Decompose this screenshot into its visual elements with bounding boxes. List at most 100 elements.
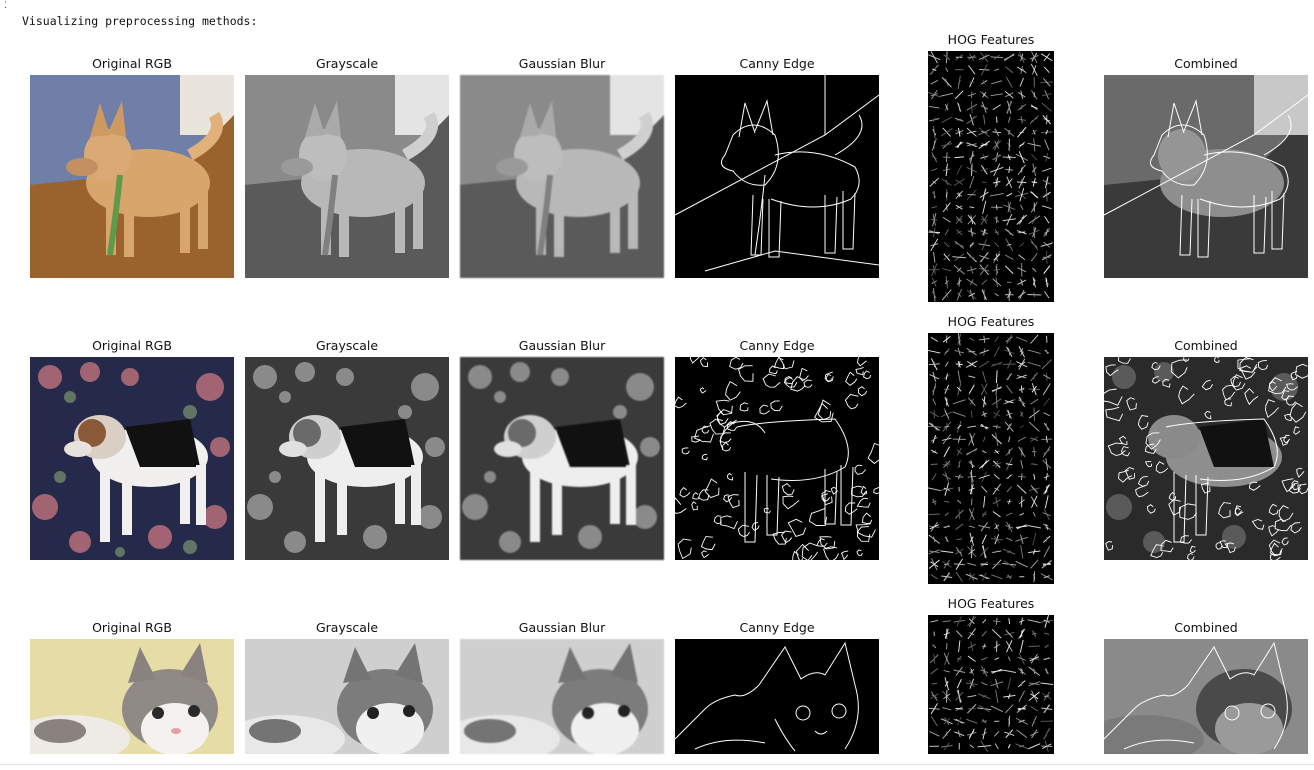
- hog-gradient-stroke: [1043, 53, 1051, 62]
- edge-contour: [1178, 385, 1195, 405]
- hog-gradient-stroke: [968, 573, 976, 580]
- edge-contour: [701, 550, 710, 559]
- hog-gradient-stroke: [928, 425, 941, 428]
- hog-gradient-stroke: [992, 550, 1002, 554]
- hog-gradient-stroke: [992, 104, 1001, 111]
- hog-gradient-stroke: [941, 143, 953, 147]
- hog-gradient-stroke: [1042, 93, 1052, 97]
- edge-contour: [1268, 525, 1280, 537]
- hog-gradient-stroke: [953, 178, 965, 186]
- hog-gradient-stroke: [1007, 337, 1012, 342]
- hog-gradient-stroke: [1017, 66, 1027, 73]
- hog-gradient-stroke: [1028, 421, 1040, 432]
- hog-gradient-stroke: [945, 55, 948, 60]
- hog-gradient-stroke: [930, 436, 938, 442]
- hog-gradient-stroke: [991, 574, 1003, 580]
- hog-gradient-stroke: [1006, 373, 1013, 381]
- hog-gradient-stroke: [983, 495, 986, 508]
- edge-contour: [857, 357, 867, 367]
- hog-gradient-stroke: [1045, 458, 1049, 471]
- hog-gradient-stroke: [991, 629, 1002, 639]
- edge-contour: [762, 373, 781, 388]
- hog-gradient-stroke: [970, 215, 974, 225]
- hog-gradient-stroke: [967, 694, 977, 698]
- hog-gradient-stroke: [1006, 486, 1012, 493]
- hog-gradient-stroke: [945, 373, 948, 381]
- hog-gradient-stroke: [932, 645, 937, 648]
- edge-contour: [729, 357, 744, 370]
- hog-gradient-stroke: [1006, 192, 1013, 197]
- hog-gradient-stroke: [944, 677, 950, 691]
- hog-gradient-stroke: [942, 707, 952, 711]
- hog-gradient-stroke: [957, 460, 961, 469]
- hog-gradient-stroke: [956, 657, 962, 660]
- panel-title: Grayscale: [315, 338, 379, 353]
- hog-gradient-stroke: [1031, 129, 1038, 135]
- combined-image: [1104, 639, 1308, 754]
- hog-gradient-stroke: [994, 140, 1000, 149]
- hog-gradient-stroke: [1019, 639, 1024, 653]
- hog-gradient-stroke: [968, 65, 976, 75]
- hog-gradient-stroke: [957, 424, 962, 429]
- hog-gradient-stroke: [1007, 677, 1012, 691]
- hog-gradient-stroke: [1019, 77, 1024, 87]
- edge-contour: [769, 365, 778, 375]
- hog-gradient-stroke: [1020, 278, 1024, 286]
- edge-contour: [1105, 364, 1119, 377]
- edge-contour: [719, 432, 732, 443]
- panel-title: Grayscale: [315, 620, 379, 635]
- hog-gradient-stroke: [1008, 348, 1011, 356]
- gaussian-blur-image: [460, 357, 664, 560]
- gaussian-blur-panel: Gaussian Blur: [460, 621, 664, 754]
- hog-gradient-stroke: [941, 437, 952, 441]
- edge-contour: [795, 543, 813, 560]
- hog-gradient-stroke: [1007, 410, 1011, 419]
- hog-gradient-stroke: [968, 508, 975, 521]
- hog-cell-grid: [928, 51, 1054, 302]
- hog-gradient-stroke: [1042, 115, 1052, 125]
- canny-edge-image: [675, 639, 879, 754]
- hog-gradient-stroke: [968, 375, 976, 379]
- hog-gradient-stroke: [966, 278, 978, 286]
- hog-gradient-stroke: [958, 127, 961, 137]
- hog-gradient-stroke: [969, 150, 974, 164]
- edge-contour: [813, 402, 834, 423]
- edge-contour: [1187, 552, 1195, 560]
- hog-gradient-stroke: [930, 668, 939, 675]
- edge-contour: [1265, 399, 1279, 419]
- hog-gradient-stroke: [944, 280, 949, 285]
- hog-gradient-stroke: [981, 450, 987, 454]
- hog-gradient-stroke: [1041, 707, 1053, 710]
- hog-features-image: [928, 615, 1054, 754]
- edge-contour: [715, 399, 733, 416]
- hog-gradient-stroke: [940, 128, 953, 137]
- hog-gradient-stroke: [955, 548, 964, 555]
- edge-contour: [1257, 359, 1269, 371]
- hog-gradient-stroke: [1032, 631, 1037, 637]
- hog-gradient-stroke: [956, 616, 962, 627]
- edge-contour: [675, 497, 687, 514]
- hog-gradient-stroke: [1017, 667, 1026, 675]
- hog-gradient-stroke: [993, 181, 1001, 184]
- edge-contour: [701, 425, 710, 434]
- edge-contour: [1151, 362, 1161, 371]
- hog-gradient-stroke: [981, 279, 988, 286]
- hog-gradient-stroke: [931, 291, 937, 299]
- hog-gradient-stroke: [1045, 422, 1048, 431]
- hog-gradient-stroke: [1030, 463, 1038, 466]
- edge-contour: [817, 399, 832, 421]
- edge-contour: [1290, 370, 1298, 381]
- original-rgb-image: [30, 639, 234, 754]
- panel-title: Canny Edge: [739, 338, 815, 353]
- hog-gradient-stroke: [929, 374, 940, 380]
- edge-contour: [873, 486, 879, 495]
- hog-gradient-stroke: [1045, 536, 1048, 542]
- hog-gradient-stroke: [981, 239, 987, 251]
- hog-gradient-stroke: [982, 436, 986, 442]
- edge-contour: [855, 366, 864, 376]
- hog-gradient-stroke: [930, 80, 938, 85]
- hog-gradient-stroke: [932, 398, 937, 405]
- hog-gradient-stroke: [928, 707, 940, 710]
- edge-contour: [840, 550, 849, 560]
- hog-cell-grid: [928, 333, 1053, 583]
